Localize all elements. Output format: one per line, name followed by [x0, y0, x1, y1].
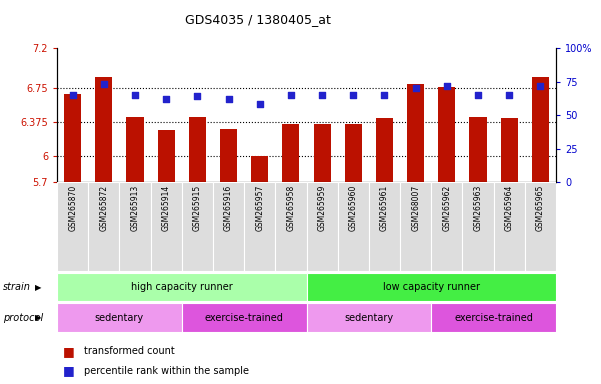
- Bar: [275, 182, 307, 271]
- Point: [442, 83, 451, 89]
- Bar: [213, 182, 244, 271]
- Bar: [151, 182, 182, 271]
- Bar: [469, 117, 487, 182]
- Bar: [182, 303, 307, 332]
- Bar: [525, 182, 556, 271]
- Bar: [157, 131, 175, 182]
- Point: [68, 92, 78, 98]
- Text: GSM265963: GSM265963: [474, 185, 483, 232]
- Bar: [338, 182, 369, 271]
- Bar: [369, 182, 400, 271]
- Point: [130, 92, 140, 98]
- Bar: [345, 124, 362, 182]
- Text: ■: ■: [63, 364, 75, 377]
- Point: [411, 85, 421, 91]
- Bar: [432, 303, 556, 332]
- Text: ▶: ▶: [35, 313, 41, 322]
- Bar: [438, 86, 456, 182]
- Text: high capacity runner: high capacity runner: [131, 282, 233, 292]
- Bar: [314, 124, 331, 182]
- Text: sedentary: sedentary: [344, 313, 394, 323]
- Bar: [88, 182, 120, 271]
- Bar: [407, 84, 424, 182]
- Text: exercise-trained: exercise-trained: [454, 313, 533, 323]
- Point: [192, 93, 202, 99]
- Point: [224, 96, 233, 102]
- Text: GSM265916: GSM265916: [224, 185, 233, 231]
- Text: GSM265958: GSM265958: [287, 185, 296, 231]
- Bar: [57, 182, 88, 271]
- Point: [535, 83, 545, 89]
- Bar: [189, 117, 206, 182]
- Text: GSM265961: GSM265961: [380, 185, 389, 231]
- Text: sedentary: sedentary: [95, 313, 144, 323]
- Bar: [307, 273, 556, 301]
- Text: GSM265914: GSM265914: [162, 185, 171, 231]
- Bar: [432, 182, 462, 271]
- Bar: [96, 77, 112, 182]
- Bar: [57, 303, 182, 332]
- Text: strain: strain: [3, 282, 31, 292]
- Text: GSM265872: GSM265872: [99, 185, 108, 231]
- Point: [473, 92, 483, 98]
- Bar: [244, 182, 275, 271]
- Point: [349, 92, 358, 98]
- Point: [255, 101, 264, 108]
- Point: [99, 81, 109, 88]
- Text: GSM265915: GSM265915: [193, 185, 202, 231]
- Bar: [462, 182, 493, 271]
- Bar: [400, 182, 432, 271]
- Point: [286, 92, 296, 98]
- Text: GSM265957: GSM265957: [255, 185, 264, 232]
- Point: [317, 92, 327, 98]
- Text: GSM265965: GSM265965: [536, 185, 545, 232]
- Text: ▶: ▶: [35, 283, 41, 291]
- Bar: [493, 182, 525, 271]
- Bar: [307, 303, 432, 332]
- Text: transformed count: transformed count: [84, 346, 175, 356]
- Point: [162, 96, 171, 102]
- Bar: [220, 129, 237, 182]
- Text: GSM268007: GSM268007: [411, 185, 420, 231]
- Bar: [126, 117, 144, 182]
- Text: GDS4035 / 1380405_at: GDS4035 / 1380405_at: [186, 13, 331, 26]
- Text: GSM265913: GSM265913: [130, 185, 139, 231]
- Text: GSM265959: GSM265959: [317, 185, 326, 232]
- Bar: [501, 118, 517, 182]
- Bar: [182, 182, 213, 271]
- Point: [504, 92, 514, 98]
- Bar: [532, 77, 549, 182]
- Text: protocol: protocol: [3, 313, 43, 323]
- Bar: [282, 124, 299, 182]
- Text: exercise-trained: exercise-trained: [205, 313, 284, 323]
- Bar: [64, 94, 81, 182]
- Text: percentile rank within the sample: percentile rank within the sample: [84, 366, 249, 376]
- Bar: [376, 118, 393, 182]
- Point: [380, 92, 389, 98]
- Text: GSM265870: GSM265870: [68, 185, 77, 231]
- Bar: [251, 156, 268, 182]
- Bar: [57, 273, 307, 301]
- Text: GSM265964: GSM265964: [505, 185, 514, 232]
- Text: GSM265962: GSM265962: [442, 185, 451, 231]
- Text: GSM265960: GSM265960: [349, 185, 358, 232]
- Text: low capacity runner: low capacity runner: [383, 282, 480, 292]
- Text: ■: ■: [63, 345, 75, 358]
- Bar: [307, 182, 338, 271]
- Bar: [120, 182, 151, 271]
